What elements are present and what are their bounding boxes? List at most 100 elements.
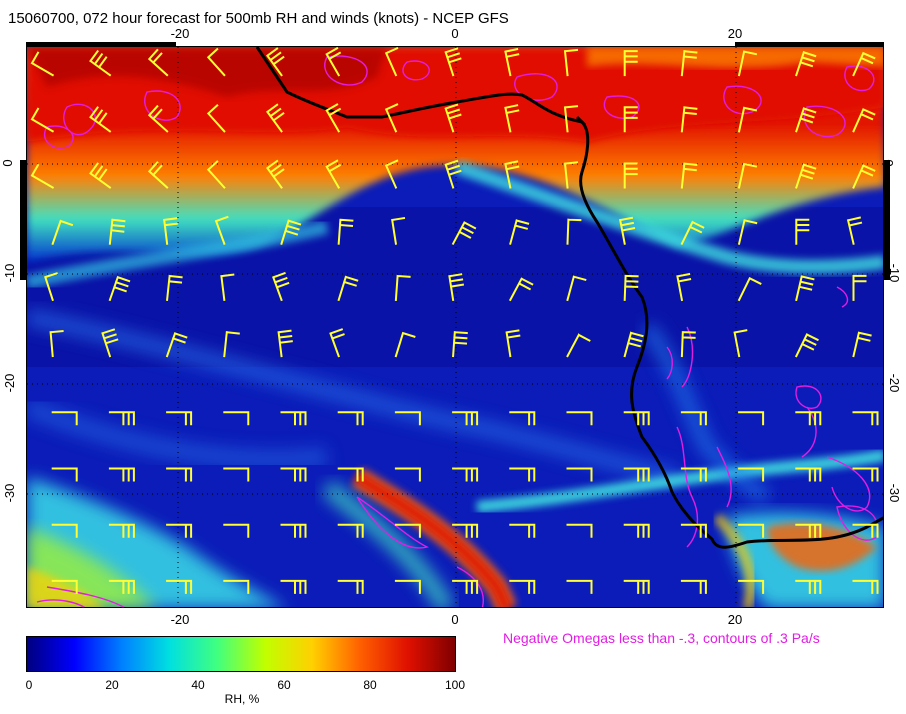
rh-colorbar: [26, 636, 456, 672]
wind-barb: [165, 332, 188, 358]
wind-barb: [337, 275, 359, 302]
wind-barb: [623, 274, 639, 301]
wind-barb: [795, 107, 817, 133]
wind-barb: [166, 411, 193, 426]
wind-barb: [49, 330, 64, 358]
wind-barb: [166, 274, 183, 301]
wind-barb: [394, 411, 421, 426]
wind-barb: [394, 523, 421, 538]
wind-barb: [266, 103, 285, 133]
colorbar-fill: [27, 637, 455, 671]
wind-barb: [566, 411, 593, 426]
wind-barb: [846, 216, 863, 245]
wind-barb: [329, 328, 345, 358]
wind-barb: [680, 331, 696, 358]
omega-contours: [36, 55, 879, 607]
wind-barb: [566, 218, 582, 245]
wind-barb: [566, 467, 593, 482]
wind-barb: [566, 523, 593, 538]
wind-barb: [452, 579, 479, 594]
wind-barb: [108, 579, 135, 594]
wind-barb: [738, 579, 765, 594]
wind-barb: [223, 331, 240, 358]
wind-barb: [30, 51, 55, 77]
frame-top-bar: [26, 42, 176, 48]
wind-barb: [452, 523, 479, 538]
wind-barb: [794, 333, 819, 358]
wind-barb: [166, 579, 193, 594]
wind-barb: [852, 164, 876, 189]
wind-barb: [852, 108, 876, 133]
wind-barb: [266, 47, 285, 77]
wind-barb: [566, 579, 593, 594]
wind-barb: [452, 331, 468, 358]
wind-barb: [444, 47, 462, 77]
wind-barb: [384, 47, 399, 77]
wind-barb: [223, 579, 250, 594]
wind-barb: [394, 274, 411, 301]
wind-barb: [563, 48, 579, 77]
wind-barb: [30, 163, 55, 189]
wind-barb: [623, 411, 650, 426]
wind-barb: [89, 106, 112, 133]
wind-barb: [623, 331, 644, 358]
wind-barb: [737, 219, 758, 245]
wind-barb: [394, 579, 421, 594]
wind-barb: [509, 579, 536, 594]
colorbar-tick: 40: [191, 678, 205, 692]
axis-tick-bottom: 0: [451, 612, 459, 627]
wind-barb: [206, 160, 226, 189]
wind-barb: [623, 467, 650, 482]
wind-barb: [505, 329, 521, 358]
wind-barb: [852, 523, 879, 538]
wind-barb: [384, 159, 399, 189]
wind-barb: [108, 523, 135, 538]
wind-barb: [509, 523, 536, 538]
wind-barb: [444, 103, 462, 133]
wind-barb: [623, 106, 638, 133]
wind-barb: [680, 411, 707, 426]
wind-barb: [795, 579, 822, 594]
wind-barb: [795, 467, 822, 482]
wind-barb: [452, 411, 479, 426]
wind-barb: [852, 467, 879, 482]
wind-barb: [852, 411, 879, 426]
wind-barb: [452, 467, 479, 482]
wind-barb: [394, 331, 416, 358]
wind-barb: [509, 411, 536, 426]
wind-barbs: [30, 47, 879, 594]
wind-barb: [680, 220, 705, 246]
wind-barb: [206, 103, 226, 133]
omega-legend-note: Negative Omegas less than -.3, contours …: [503, 630, 820, 646]
wind-barb: [266, 159, 285, 189]
wind-barb: [680, 106, 698, 133]
map-panel: [26, 46, 884, 608]
wind-barb: [51, 467, 78, 482]
wind-barb: [733, 329, 748, 358]
wind-barb: [563, 105, 579, 133]
map-title: 15060700, 072 hour forecast for 500mb RH…: [8, 10, 509, 27]
wind-barb: [509, 219, 530, 245]
wind-barb: [737, 106, 758, 133]
wind-barb: [280, 219, 302, 245]
wind-barb: [680, 162, 698, 189]
wind-barb: [51, 579, 78, 594]
wind-barb: [394, 467, 421, 482]
wind-barb: [444, 159, 462, 189]
wind-barb: [147, 48, 169, 77]
wind-barb: [337, 411, 364, 426]
wind-barb: [795, 218, 810, 245]
wind-barb: [272, 271, 290, 302]
wind-barb: [737, 50, 758, 77]
wind-barb: [277, 329, 293, 358]
wind-barb: [166, 523, 193, 538]
wind-barb: [623, 523, 650, 538]
wind-barb: [680, 579, 707, 594]
wind-barb: [108, 411, 135, 426]
colorbar-tick: 60: [277, 678, 291, 692]
wind-barb: [325, 103, 342, 133]
wind-barb: [795, 275, 815, 302]
wind-barb: [166, 467, 193, 482]
wind-barb: [738, 411, 765, 426]
axis-tick-top: -20: [170, 26, 190, 41]
